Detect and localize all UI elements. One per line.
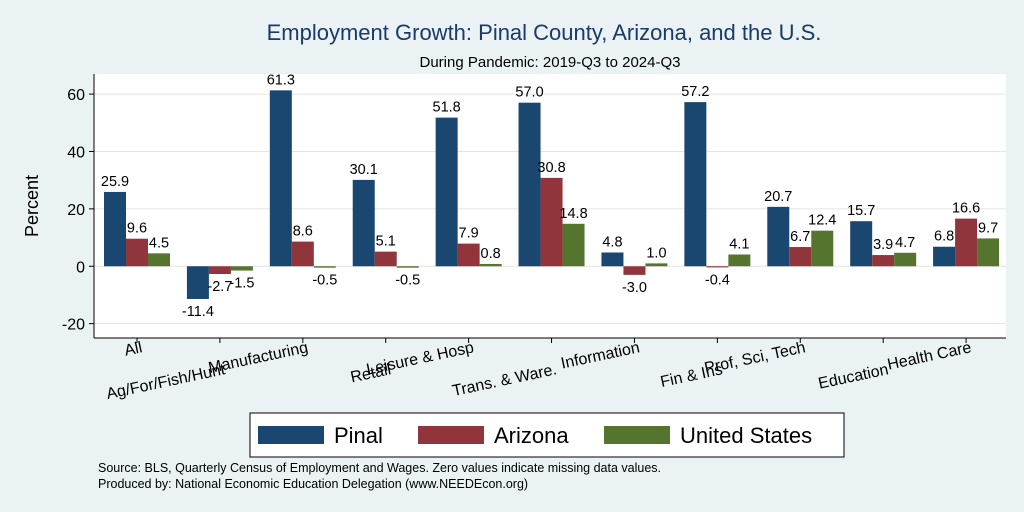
bar-united-states (894, 252, 917, 267)
bar-arizona (374, 251, 397, 267)
legend-swatch-arizona (418, 426, 484, 444)
data-label: 6.7 (790, 229, 810, 245)
bar-united-states (562, 223, 585, 267)
bar-pinal (186, 266, 209, 299)
chart-title: Employment Growth: Pinal County, Arizona… (267, 20, 822, 45)
legend-label: Arizona (494, 423, 569, 448)
legend-label: Pinal (334, 423, 383, 448)
data-label: 0.8 (481, 246, 501, 262)
x-tick-label: Manufacturing (207, 339, 310, 377)
y-tick-label: 0 (76, 259, 85, 276)
bar-united-states (811, 230, 834, 267)
bar-arizona (955, 218, 978, 267)
y-tick-label: 40 (67, 144, 85, 161)
data-label: 57.2 (681, 84, 709, 100)
data-label: 4.5 (149, 235, 169, 251)
x-tick-label: Information (559, 339, 641, 372)
bars (104, 90, 1000, 299)
bar-united-states (230, 266, 253, 271)
bar-pinal (684, 102, 707, 267)
data-label: 51.8 (433, 100, 461, 116)
bar-pinal (767, 206, 790, 267)
data-label: 4.8 (602, 234, 622, 250)
bar-pinal (601, 252, 624, 267)
data-label: 4.7 (895, 235, 915, 251)
bar-pinal (933, 246, 956, 267)
data-label: -0.5 (312, 273, 337, 289)
data-label: 30.1 (350, 162, 378, 178)
legend-swatch-united-states (604, 426, 670, 444)
data-label: 20.7 (764, 189, 792, 205)
data-label: -0.4 (705, 272, 730, 288)
bar-arizona (208, 266, 231, 275)
x-tick-label: Trans. & Ware. (451, 361, 559, 400)
y-axis-label: Percent (22, 175, 42, 237)
data-label: -0.5 (395, 273, 420, 289)
data-label: 25.9 (101, 174, 129, 190)
bar-arizona (540, 177, 563, 267)
bar-pinal (518, 102, 541, 267)
data-label: 4.1 (729, 236, 749, 252)
y-tick-label: -20 (62, 317, 85, 334)
x-tick-label: Leisure & Hosp (365, 339, 476, 378)
data-label: 3.9 (873, 237, 893, 253)
x-tick-label: All (123, 339, 144, 359)
bar-united-states (977, 238, 1000, 267)
bar-pinal (850, 221, 873, 267)
x-tick-label: Health Care (886, 339, 973, 373)
data-label: 14.8 (559, 206, 587, 222)
data-label: 57.0 (515, 85, 543, 101)
data-label: 9.6 (127, 221, 147, 237)
data-label: 9.7 (978, 220, 998, 236)
bar-pinal (269, 90, 292, 267)
y-tick-label: 60 (67, 87, 85, 104)
bar-arizona (291, 241, 314, 267)
bar-arizona (872, 255, 895, 267)
chart-subtitle: During Pandemic: 2019-Q3 to 2024-Q3 (420, 54, 681, 71)
bar-pinal (435, 117, 458, 267)
bar-united-states (645, 263, 668, 267)
data-label: 61.3 (267, 72, 295, 88)
data-label: 15.7 (847, 203, 875, 219)
y-tick-label: 20 (67, 202, 85, 219)
bar-arizona (623, 266, 646, 275)
bar-united-states (148, 253, 170, 267)
bar-united-states (396, 266, 419, 268)
bar-arizona (706, 266, 729, 268)
bar-pinal (352, 179, 375, 267)
legend-box (249, 412, 845, 458)
data-label: 7.9 (459, 226, 479, 242)
data-label: -3.0 (622, 280, 647, 296)
data-label: 6.8 (934, 229, 954, 245)
source-note: Source: BLS, Quarterly Census of Employm… (98, 461, 661, 475)
bar-united-states (313, 266, 336, 268)
data-label: -11.4 (182, 304, 214, 320)
data-label: 5.1 (376, 234, 396, 250)
bar-united-states (728, 254, 751, 267)
legend-label: United States (680, 423, 812, 448)
y-axis-ticks: -20 0 20 40 60 (62, 87, 94, 334)
data-label: -2.7 (207, 279, 232, 295)
data-label: 12.4 (808, 213, 836, 229)
bar-pinal (104, 191, 126, 267)
data-label: 1.0 (646, 245, 666, 261)
x-tick-label: Education (817, 361, 890, 392)
value-labels: 25.9 9.64.5 -11.4 -2.7-1.5 61.3 8.6 -0.5 30.1 5.… (101, 72, 998, 320)
data-label: 16.6 (952, 201, 980, 217)
bar-arizona (457, 243, 480, 267)
produced-note: Produced by: National Economic Education… (98, 477, 528, 491)
x-tick-label: Prof, Sci, Tech (703, 339, 807, 377)
bar-arizona (126, 238, 148, 267)
bar-united-states (479, 263, 502, 267)
data-label: -1.5 (229, 276, 254, 292)
data-label: 30.8 (537, 160, 565, 176)
data-label: 8.6 (293, 224, 313, 240)
legend: Pinal Arizona United States (258, 423, 812, 448)
legend-swatch-pinal (258, 426, 324, 444)
bar-arizona (789, 247, 812, 267)
